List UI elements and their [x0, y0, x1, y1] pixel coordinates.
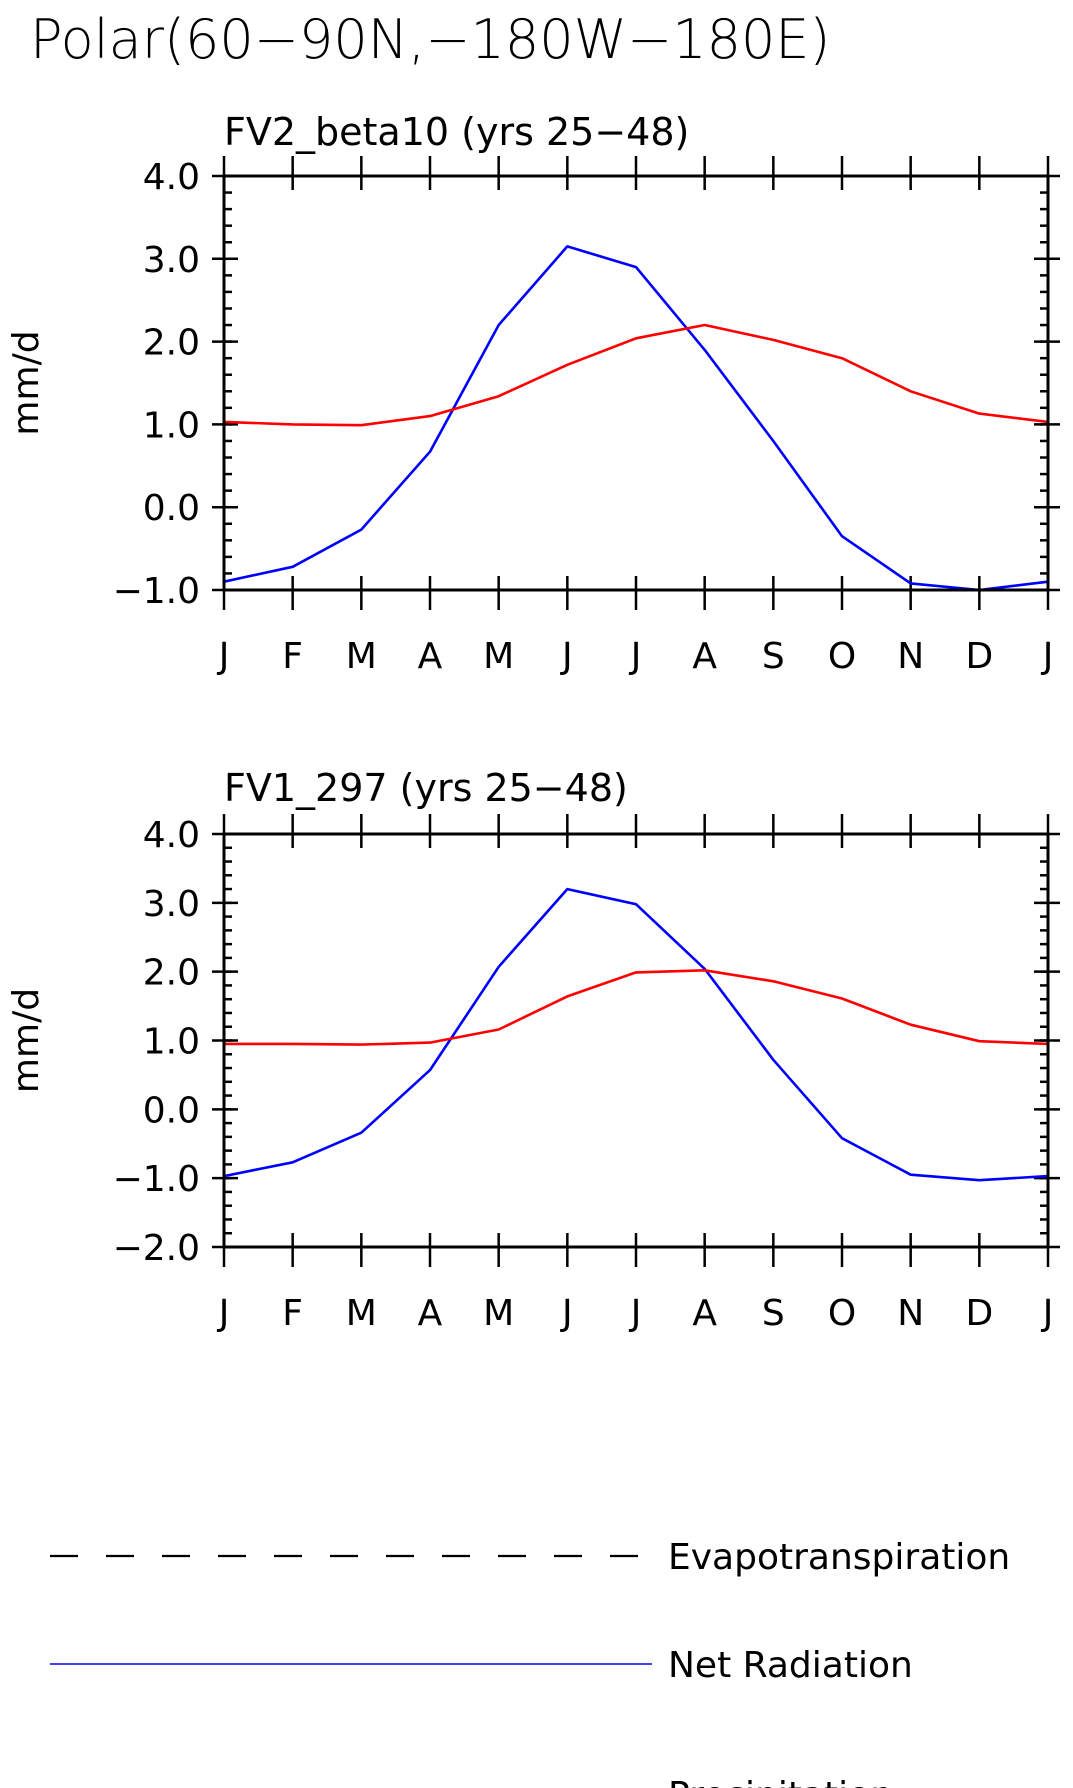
x-tick-label: J [217, 1293, 230, 1334]
x-tick-label: J [560, 1293, 573, 1334]
x-tick-label: D [965, 1293, 993, 1334]
y-tick-label: −1.0 [113, 1159, 200, 1200]
legend-label: Evapotranspiration [668, 1537, 1010, 1578]
x-tick-label: J [629, 636, 642, 677]
chart-subtitle: FV1_297 (yrs 25−48) [224, 766, 628, 810]
legend-entry: Evapotranspiration [50, 1537, 1010, 1578]
x-tick-label: S [762, 1293, 785, 1334]
series-line-net-radiation [222, 887, 1050, 1182]
x-tick-label: J [217, 636, 230, 677]
y-tick-label: 4.0 [143, 157, 200, 198]
chart-subtitle: FV2_beta10 (yrs 25−48) [224, 110, 689, 154]
x-tick-label: J [1041, 636, 1054, 677]
chart-panel: FV1_297 (yrs 25−48) mm/d −2.0 −1.0 0.0 1.0 2.0… [6, 766, 1060, 1334]
x-tick-label: A [418, 1293, 443, 1334]
legend-label: Net Radiation [668, 1645, 913, 1686]
y-tick-label: 2.0 [143, 953, 200, 994]
y-tick-label: 4.0 [143, 815, 200, 856]
plot-frame [222, 174, 1050, 592]
legend: Evapotranspiration Net Radiation Precipita… [50, 1537, 1010, 1788]
x-tick-label: F [282, 1293, 303, 1334]
y-tick-label: −1.0 [113, 571, 200, 612]
y-tick-label: 3.0 [143, 884, 200, 925]
y-tick-label: 0.0 [143, 488, 200, 529]
x-tick-label: O [828, 636, 856, 677]
legend-entry: Net Radiation [50, 1645, 913, 1686]
legend-label: Precipitation [668, 1775, 893, 1788]
series-line-precipitation [222, 323, 1050, 427]
x-tick-label: A [418, 636, 443, 677]
y-tick-label: 1.0 [143, 405, 200, 446]
y-tick-label: −2.0 [113, 1228, 200, 1269]
x-tick-label: A [692, 636, 717, 677]
x-tick-label: M [483, 1293, 514, 1334]
series-line-precipitation [222, 968, 1050, 1046]
y-tick-label: 2.0 [143, 323, 200, 364]
x-tick-label: J [560, 636, 573, 677]
plot-frame [222, 832, 1050, 1249]
y-axis-label: mm/d [6, 988, 47, 1093]
x-tick-label: N [897, 1293, 924, 1334]
x-tick-label: O [828, 1293, 856, 1334]
y-tick-label: 1.0 [143, 1022, 200, 1063]
x-tick-label: M [483, 636, 514, 677]
x-tick-label: J [629, 1293, 642, 1334]
x-tick-label: S [762, 636, 785, 677]
x-tick-label: F [282, 636, 303, 677]
y-tick-label: 3.0 [143, 240, 200, 281]
figure-title: Polar(60−90N,−180W−180E) [30, 8, 830, 71]
x-tick-label: M [346, 636, 377, 677]
series-line-net-radiation [222, 245, 1050, 592]
x-tick-label: N [897, 636, 924, 677]
chart-panels: FV2_beta10 (yrs 25−48) mm/d −1.0 0.0 1.0 2.0 3… [6, 110, 1060, 1334]
y-axis-label: mm/d [6, 330, 47, 435]
chart-panel: FV2_beta10 (yrs 25−48) mm/d −1.0 0.0 1.0 2.0 3… [6, 110, 1060, 677]
x-tick-label: A [692, 1293, 717, 1334]
legend-entry: Precipitation [668, 1775, 893, 1788]
x-tick-label: J [1041, 1293, 1054, 1334]
x-tick-label: M [346, 1293, 377, 1334]
x-tick-label: D [965, 636, 993, 677]
y-tick-label: 0.0 [143, 1090, 200, 1131]
